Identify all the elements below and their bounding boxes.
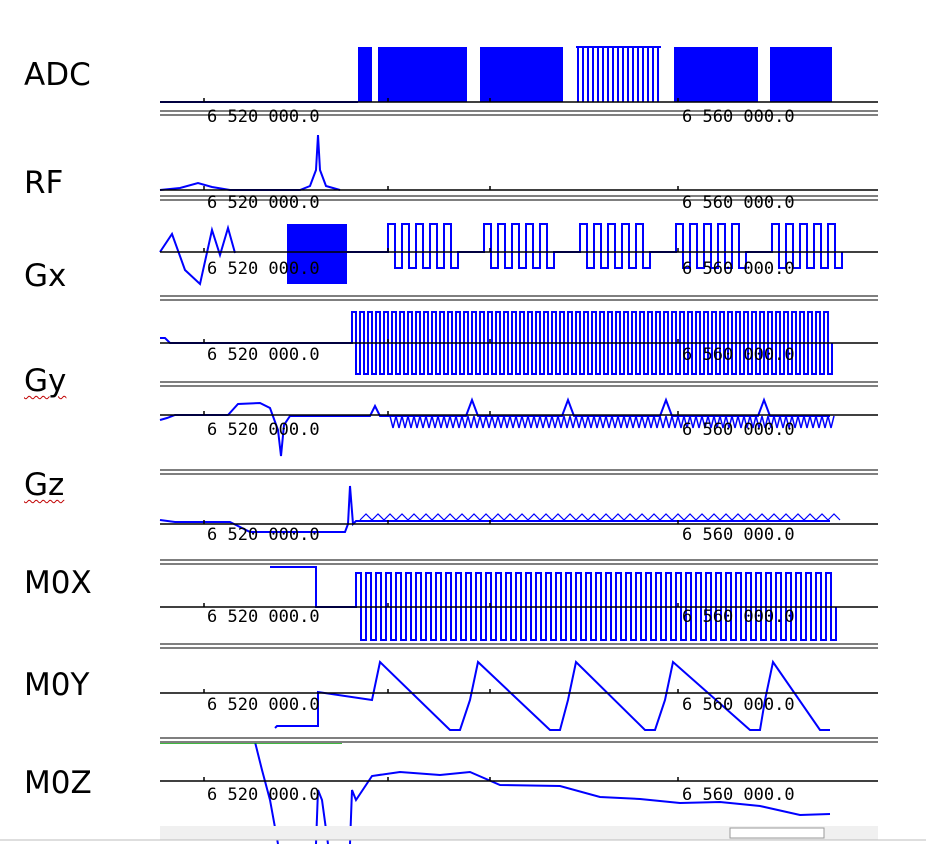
- tick-label-left: 6 520 000.0: [207, 525, 320, 545]
- tick-label-right: 6 560 000.0: [682, 607, 795, 627]
- scrollbar-thumb[interactable]: [729, 827, 825, 839]
- channel-label-gx: Gx: [24, 258, 67, 294]
- tick-label-right: 6 560 000.0: [682, 345, 795, 365]
- channel-label-rf: RF: [24, 165, 64, 201]
- m0y-sawtooth: [274, 659, 830, 731]
- adc-gate-2: [480, 47, 563, 102]
- tick-label-right: 6 560 000.0: [682, 785, 795, 805]
- tick-label-left: 6 520 000.0: [207, 695, 320, 715]
- tick-label-left: 6 520 000.0: [207, 607, 320, 627]
- gz-blips: [159, 397, 830, 457]
- adc-gate-1: [378, 47, 467, 102]
- channel-label-gz: Gz: [24, 467, 65, 503]
- tick-label-left: 6 520 000.0: [207, 420, 320, 440]
- tick-label-left: 6 520 000.0: [207, 259, 320, 279]
- gx-prephaser: [159, 224, 236, 286]
- tick-label-left: 6 520 000.0: [207, 345, 320, 365]
- tick-label-right: 6 560 000.0: [682, 259, 795, 279]
- rf-pulse: [159, 134, 341, 191]
- tick-label-left: 6 520 000.0: [207, 107, 320, 127]
- tick-label-right: 6 560 000.0: [682, 107, 795, 127]
- m0x-upper: [159, 485, 830, 533]
- gy-oscillation: [160, 311, 833, 375]
- gz-hatch: [389, 415, 835, 429]
- tick-label-left: 6 520 000.0: [207, 193, 320, 213]
- gx-block: [287, 224, 347, 284]
- channel-label-m0x: M0X: [24, 565, 92, 601]
- channel-label-m0y: M0Y: [24, 667, 90, 703]
- tick-label-right: 6 560 000.0: [682, 193, 795, 213]
- channel-label-m0z: M0Z: [24, 765, 92, 801]
- m0x-oscillation: [270, 566, 837, 641]
- tick-label-right: 6 560 000.0: [682, 525, 795, 545]
- m0z-dip: [315, 789, 329, 844]
- adc-gate-4: [770, 47, 832, 102]
- tick-label-right: 6 560 000.0: [682, 420, 795, 440]
- m0x-ripple: [359, 513, 841, 521]
- m0z-drift: [349, 770, 831, 844]
- adc-gate-0: [358, 47, 372, 102]
- m0z-descent: [254, 741, 279, 844]
- tick-label-right: 6 560 000.0: [682, 695, 795, 715]
- tick-label-left: 6 520 000.0: [207, 785, 320, 805]
- horizontal-scrollbar[interactable]: [160, 826, 878, 840]
- adc-gate-3: [674, 47, 758, 102]
- channel-label-adc: ADC: [24, 57, 91, 93]
- gx-readout-train: [347, 223, 843, 269]
- channel-label-gy: Gy: [24, 363, 67, 399]
